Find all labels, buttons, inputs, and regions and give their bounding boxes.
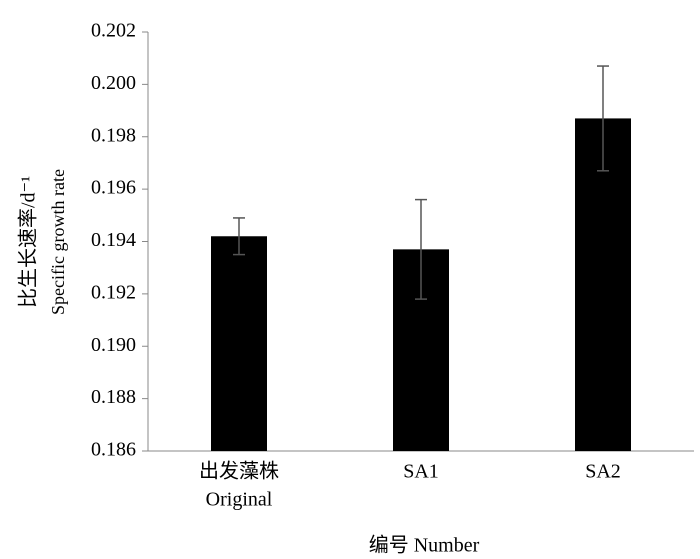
y-tick-label: 0.188 <box>91 386 136 408</box>
y-tick-label: 0.194 <box>91 229 136 251</box>
y-axis-title-line: 比生长速率/d⁻¹ <box>17 176 40 308</box>
x-axis-title: 编号 Number <box>369 534 480 557</box>
y-tick-label: 0.200 <box>91 72 136 94</box>
y-tick-label: 0.190 <box>91 334 136 356</box>
y-tick-label: 0.186 <box>91 439 136 461</box>
x-tick-label: Original <box>206 489 273 511</box>
y-tick-label: 0.198 <box>91 124 136 146</box>
x-tick-label: SA2 <box>585 461 621 483</box>
bar <box>575 118 631 451</box>
y-axis-title: 比生长速率/d⁻¹ Specific growth rate <box>17 169 69 315</box>
x-tick-label: SA1 <box>403 461 439 483</box>
x-tick-label: 出发藻株 <box>199 460 279 483</box>
y-tick-label: 0.202 <box>91 20 136 42</box>
bar <box>211 236 267 451</box>
y-tick-label: 0.192 <box>91 281 136 303</box>
y-tick-label: 0.196 <box>91 177 136 199</box>
y-axis-title-line: Specific growth rate <box>48 169 68 315</box>
